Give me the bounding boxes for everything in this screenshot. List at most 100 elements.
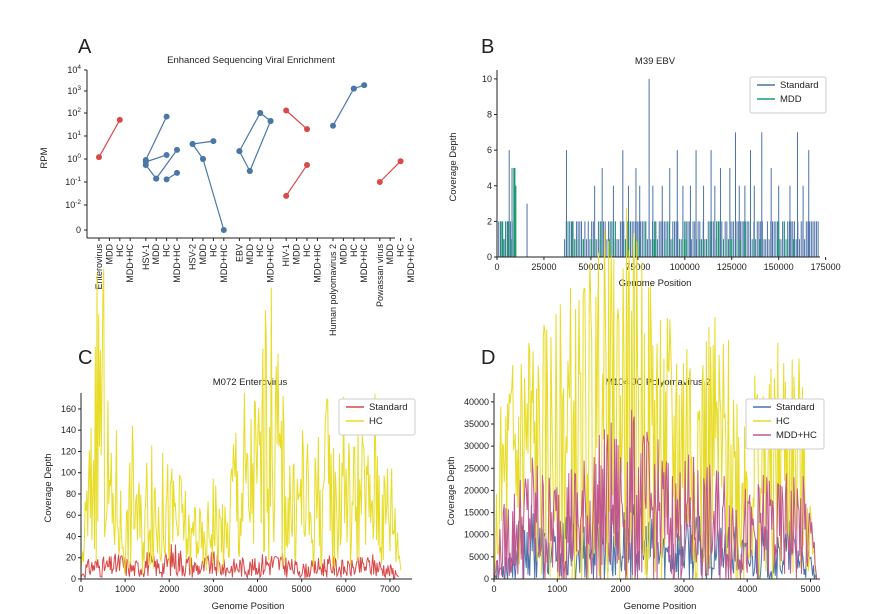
panel-b-y-tick-label: 2 xyxy=(487,216,492,226)
panel-a-x-tick-label: MDD xyxy=(338,244,348,265)
panel-a-x-tick-label: MDD xyxy=(385,244,395,265)
panel-a-x-tick-label: MDD+HC xyxy=(359,244,369,283)
panel-d-plot: 0 1000 2000 3000 4000 50000500010000150002000… xyxy=(464,208,825,594)
panel-d-xlabel: Genome Position xyxy=(624,601,697,612)
panel-a-point xyxy=(283,107,290,114)
panel-b-x-tick-label: 175000 xyxy=(811,262,841,272)
panel-a-point xyxy=(361,82,368,89)
panel-d-title: M104 JC Polyomavirus 2 xyxy=(605,377,711,388)
panel-a-x-tick-label: HC xyxy=(302,244,312,257)
panel-a-x-tick-label: MDD+HC xyxy=(312,244,322,283)
panel-c-letter: C xyxy=(78,347,92,369)
panel-a-x-tick-label: MDD+HC xyxy=(266,244,276,283)
panel-d-y-tick-label: 0 xyxy=(484,574,489,584)
panel-c-x-tick-label: 1000 xyxy=(115,584,135,594)
panel-b-x-tick-label: 100000 xyxy=(670,262,700,272)
panel-b-x-tick-label: 25000 xyxy=(531,262,556,272)
panel-b-y-tick-label: 8 xyxy=(487,110,492,120)
panel-b-legend-label: Standard xyxy=(780,80,819,91)
panel-c-x-tick-label: 4000 xyxy=(248,584,268,594)
panel-a-point xyxy=(163,113,170,120)
panel-b-legend-label: MDD xyxy=(780,94,802,105)
panel-a-point xyxy=(330,122,336,129)
panel-a-point xyxy=(189,140,196,147)
panel-c-x-tick-label: 0 xyxy=(78,584,83,594)
panel-a-x-tick-label: HSV-2 xyxy=(188,244,198,270)
panel-a-pair-line xyxy=(379,160,402,183)
panel-b-series-mdd xyxy=(500,167,795,257)
panel-a-x-tick-label: HC xyxy=(115,244,125,257)
panel-c-y-tick-label: 60 xyxy=(66,510,76,520)
panel-a-pair-line xyxy=(145,116,168,161)
panel-d-x-tick-label: 5000 xyxy=(800,584,820,594)
panel-b-letter: B xyxy=(481,36,494,58)
panel-a-point xyxy=(236,148,243,155)
panel-a-point xyxy=(257,110,264,116)
panel-a-title: Enhanced Sequencing Viral Enrichment xyxy=(167,55,335,66)
panel-a-point xyxy=(174,169,180,176)
panel-a-pair-line xyxy=(145,154,167,163)
panel-a-point xyxy=(304,126,310,133)
panel-d-y-tick-label: 15000 xyxy=(464,508,489,518)
panel-a-y-tick-label: 10-1 xyxy=(65,176,81,187)
panel-a-point xyxy=(200,156,206,162)
panel-a-pair-line xyxy=(332,88,355,127)
panel-d-ylabel: Coverage Depth xyxy=(446,456,457,525)
panel-c-xlabel: Genome Position xyxy=(212,601,285,612)
panel-c-y-tick-label: 140 xyxy=(61,425,76,435)
panel-d-y-tick-label: 5000 xyxy=(469,552,489,562)
panel-a-x-tick-label: MDD xyxy=(104,244,114,265)
panel-a-x-tick-label: EBV xyxy=(234,244,244,262)
panel-a-x-tick-label: MDD xyxy=(151,244,161,265)
panel-a-point xyxy=(304,161,310,168)
panel-a-x-tick-label: MDD+HC xyxy=(125,244,135,283)
panel-a-x-tick-label: HC xyxy=(208,244,218,257)
panel-d-legend-label: HC xyxy=(776,416,790,427)
panel-a-letter: A xyxy=(78,36,92,58)
panel-a-pair-line xyxy=(249,120,272,172)
panel-a-point xyxy=(210,138,217,145)
panel-b-y-tick-label: 10 xyxy=(482,74,492,84)
panel-b-title: M39 EBV xyxy=(635,56,676,67)
panel-a-x-tick-label: MDD xyxy=(245,244,255,265)
panel-b-y-tick-label: 4 xyxy=(487,181,492,191)
panel-c-y-tick-label: 160 xyxy=(61,404,76,414)
panel-b-x-tick-label: 0 xyxy=(494,262,499,272)
panel-c-legend-label: Standard xyxy=(369,402,408,413)
panel-a-point xyxy=(142,158,149,165)
panel-c-ylabel: Coverage Depth xyxy=(43,453,54,522)
panel-d-legend xyxy=(745,398,825,450)
panel-a-point xyxy=(220,227,227,233)
panel-a-point xyxy=(350,85,357,92)
panel-a-point xyxy=(246,168,253,175)
panel-b-x-tick-label: 50000 xyxy=(578,262,603,272)
panel-c-y-tick-label: 80 xyxy=(66,489,76,499)
panel-c-y-tick-label: 20 xyxy=(66,553,76,563)
panel-c-y-tick-label: 100 xyxy=(61,468,76,478)
panel-a-pair-line xyxy=(192,140,214,145)
panel-a-y-tick-label: 104 xyxy=(67,64,81,75)
panel-b-x-tick-label: 150000 xyxy=(764,262,794,272)
panel-a-y-tick-label: 10-2 xyxy=(65,199,81,210)
panel-a-x-tick-label: MDD+HC xyxy=(172,244,182,283)
panel-a-y-tick-label: 101 xyxy=(67,130,81,141)
panel-d-y-tick-label: 10000 xyxy=(464,530,489,540)
panel-d-series-line xyxy=(493,409,818,580)
panel-d-y-tick-label: 20000 xyxy=(464,485,489,495)
panel-a-x-tick-label: Powassan virus xyxy=(375,244,385,308)
panel-c-x-tick-label: 5000 xyxy=(292,584,312,594)
panel-a-x-tick-label: HC xyxy=(396,244,406,257)
panel-a-x-tick-label: MDD xyxy=(292,244,302,265)
panel-a-point xyxy=(397,158,404,165)
panel-b-plot: 0 25000 50000 75000 100000 125000 150000 175000… xyxy=(482,70,841,272)
panel-c-title: M072 Enterovirus xyxy=(213,377,288,388)
panel-a-y-tick-label: 103 xyxy=(67,85,81,96)
panel-a-point xyxy=(283,192,290,199)
panel-a-pair-line xyxy=(285,164,308,197)
panel-d-y-tick-label: 25000 xyxy=(464,463,489,473)
panel-c-x-tick-label: 6000 xyxy=(336,584,356,594)
panel-a-x-tick-label: MDD xyxy=(198,244,208,265)
panel-a-x-tick-label: HIV-1 xyxy=(281,244,291,267)
panel-c-series-line xyxy=(80,544,400,581)
